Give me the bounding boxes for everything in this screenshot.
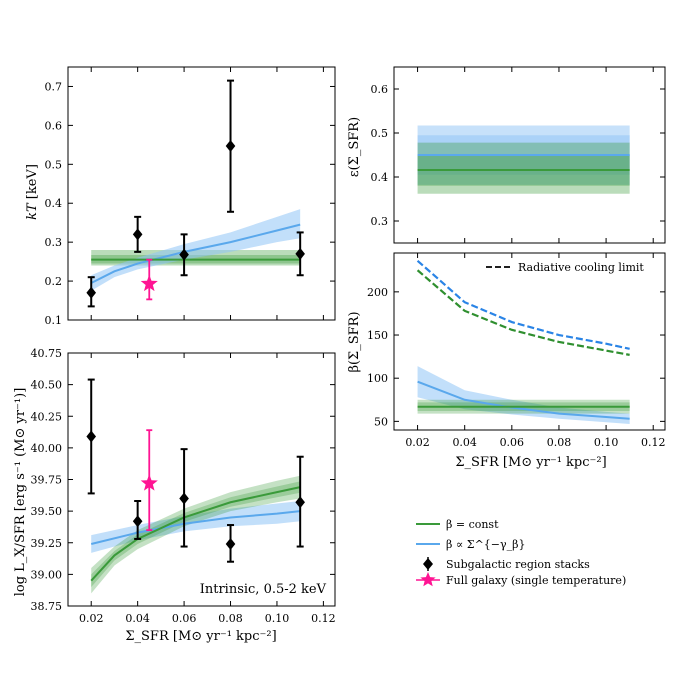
cooling-legend-label: Radiative cooling limit [518, 261, 644, 274]
kt-ytick-label: 0.7 [45, 80, 63, 93]
beta-ytick-label: 200 [367, 286, 388, 299]
kt-ytick-label: 0.4 [45, 197, 63, 210]
legend-stacks-label: Subgalactic region stacks [446, 558, 590, 571]
kt-ytick-label: 0.3 [45, 236, 63, 249]
lx-stack-point [132, 515, 143, 528]
kt-ytick-label: 0.5 [45, 158, 63, 171]
kt-ytick-label: 0.2 [45, 275, 63, 288]
beta-cooling-limit-green [416, 269, 630, 356]
legend-beta-pow-label: β ∝ Σ^{−γ_β} [446, 538, 525, 551]
kt-ytick-label: 0.6 [45, 119, 63, 132]
beta-xtick-label: 0.10 [594, 436, 619, 449]
lx-xtick-label: 0.08 [218, 612, 243, 625]
lx-stack-point [295, 496, 305, 509]
lx-stack-point [179, 492, 189, 505]
eps-ytick-label: 0.6 [371, 83, 389, 96]
lx-xlabel: Σ_SFR [M⊙ yr⁻¹ kpc⁻²] [125, 629, 276, 644]
lx-xtick-label: 0.02 [79, 612, 104, 625]
lx-ytick-label: 40.50 [31, 379, 63, 392]
lx-stack-point [225, 538, 236, 551]
kt-ylabel-var: kT [25, 202, 40, 220]
lx-ytick-label: 38.75 [31, 600, 63, 613]
beta-xlabel: Σ_SFR [M⊙ yr⁻¹ kpc⁻²] [455, 455, 606, 470]
kt-stack-point [295, 247, 305, 260]
eps-ytick-label: 0.3 [371, 215, 389, 228]
beta-ytick-label: 150 [367, 329, 388, 342]
kt-ylabel-unit: [keV] [25, 164, 40, 203]
kt-stack-point [86, 286, 97, 299]
lx-beta-const-band [91, 475, 301, 594]
lx-ylabel: log L_X/SFR [erg s⁻¹ (M⊙ yr⁻¹)] [13, 388, 28, 597]
beta-ytick-label: 50 [374, 415, 388, 428]
legend-galaxy-marker [420, 572, 436, 587]
legend-beta-const-label: β = const [446, 518, 499, 531]
lx-xtick-label: 0.06 [172, 612, 197, 625]
lx-beta-pow-band [91, 501, 301, 553]
beta-xtick-label: 0.08 [547, 436, 572, 449]
lx-annotation: Intrinsic, 0.5-2 keV [200, 582, 327, 597]
kt-axes: 0.1 0.2 0.3 0.4 0.5 0.6 0.7 [45, 66, 336, 327]
beta-xtick-label: 0.04 [452, 436, 477, 449]
beta-beta-pow-band [417, 366, 630, 424]
kt-stack-point [179, 248, 189, 261]
eps-axes: 0.3 0.4 0.5 0.6 [371, 66, 666, 244]
beta-frame [393, 252, 666, 431]
kt-stack-point [225, 140, 236, 153]
eps-ytick-label: 0.5 [371, 127, 389, 140]
kt-stack-point [132, 228, 143, 241]
beta-ytick-label: 100 [367, 372, 388, 385]
kt-frame [67, 66, 336, 321]
beta-cooling-limit-blue [416, 259, 630, 350]
kt-galaxy-point [140, 274, 158, 292]
eps-ytick-label: 0.4 [371, 171, 389, 184]
beta-xtick-label: 0.06 [500, 436, 525, 449]
eps-ylabel: ε(Σ_SFR) [347, 117, 362, 177]
lx-axes: 0.02 0.04 0.06 0.08 0.10 0.12 38.75 39.00 39.25 3… [31, 347, 336, 625]
beta-ylabel: β(Σ_SFR) [347, 311, 362, 372]
lx-ytick-label: 39.25 [31, 537, 63, 550]
lx-xtick-label: 0.12 [311, 612, 336, 625]
lx-ytick-label: 40.25 [31, 410, 63, 423]
legend-stacks-marker [423, 558, 433, 570]
lx-ytick-label: 39.75 [31, 474, 63, 487]
beta-beta-pow-line [417, 380, 630, 420]
kt-ylabel: kT [keV] [25, 164, 40, 220]
beta-axes: 0.02 0.04 0.06 0.08 0.10 0.12 50 100 150 200 [367, 252, 666, 449]
lx-ytick-label: 40.00 [31, 442, 63, 455]
lx-ytick-label: 39.50 [31, 505, 63, 518]
legend: β = const β ∝ Σ^{−γ_β} Subgalactic regio… [416, 518, 626, 587]
lx-beta-pow-line [90, 510, 301, 545]
kt-ytick-label: 0.1 [45, 314, 63, 327]
eps-frame [393, 66, 666, 244]
lx-stack-point [86, 430, 97, 443]
lx-ytick-label: 39.00 [31, 568, 63, 581]
svg-text:kT [keV]: kT [keV] [25, 164, 40, 220]
lx-galaxy-point [140, 474, 158, 491]
lx-ytick-label: 40.75 [31, 347, 63, 360]
legend-galaxy-label: Full galaxy (single temperature) [446, 574, 626, 587]
lx-xtick-label: 0.04 [125, 612, 150, 625]
lx-xtick-label: 0.10 [265, 612, 290, 625]
beta-xtick-label: 0.12 [641, 436, 666, 449]
beta-xtick-label: 0.02 [405, 436, 430, 449]
